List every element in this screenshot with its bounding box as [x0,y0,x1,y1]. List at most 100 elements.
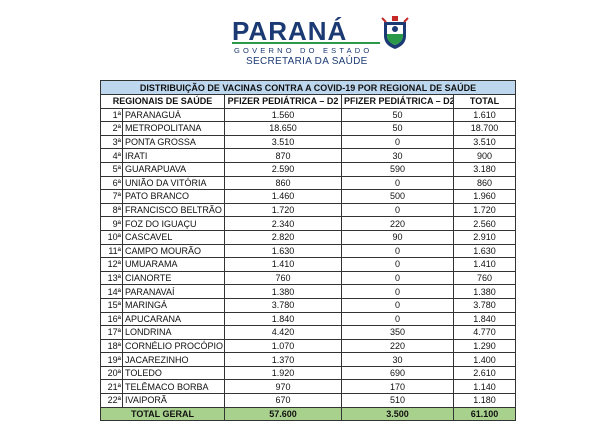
total-row: TOTAL GERAL 57.600 3.500 61.100 [100,406,517,421]
total-d1: 57.600 [224,406,342,421]
table-row: 11ª CAMPO MOURÃO 1.630 0 1.630 [100,243,517,259]
pfizer-d2-value: 90 [341,229,454,245]
pfizer-d2-value: 0 [341,270,454,286]
total-label: TOTAL GERAL [100,406,225,421]
row-total: 1.290 [452,338,517,354]
row-total: 1.630 [452,243,517,259]
row-number: 19ª [100,352,123,367]
row-total: 1.380 [452,284,517,299]
row-total: 1.960 [452,189,517,204]
pfizer-d1-value: 1.370 [224,352,342,367]
row-total: 1.400 [452,352,517,367]
table-row: 9ª FOZ DO IGUAÇU 2.340 220 2.560 [100,216,517,231]
row-number: 3ª [100,134,123,150]
pfizer-d1-value: 3.510 [224,134,342,150]
row-total: 760 [452,270,517,286]
region-name: METROPOLITANA [122,121,225,136]
table-row: 12ª UMUARAMA 1.410 0 1.410 [100,257,517,272]
row-total: 860 [452,175,517,191]
row-number: 14ª [100,284,123,299]
column-header-total: TOTAL [452,94,517,109]
pfizer-d2-value: 590 [341,161,454,177]
brand-underline [232,42,380,44]
row-number: 20ª [100,365,123,381]
pfizer-d2-value: 690 [341,365,454,381]
pfizer-d2-value: 0 [341,297,454,313]
region-name: LONDRINA [122,325,225,340]
column-header-region: REGIONAIS DE SAÚDE [100,94,225,109]
row-number: 9ª [100,216,123,231]
pfizer-d2-value: 0 [341,243,454,259]
vaccine-distribution-table: DISTRIBUIÇÃO DE VACINAS CONTRA A COVID-1… [99,80,517,421]
pfizer-d2-value: 0 [341,202,454,218]
pfizer-d1-value: 670 [224,393,342,408]
row-total: 1.180 [452,393,517,408]
row-number: 10ª [100,229,123,245]
pfizer-d1-value: 1.460 [224,189,342,204]
table-row: 14ª PARANAVAÍ 1.380 0 1.380 [100,284,517,299]
row-number: 12ª [100,257,123,272]
table-row: 5ª GUARAPUAVA 2.590 590 3.180 [100,161,517,177]
pfizer-d1-value: 1.410 [224,257,342,272]
row-number: 15ª [100,297,123,313]
row-total: 900 [452,148,517,163]
row-total: 4.770 [452,325,517,340]
region-name: CAMPO MOURÃO [122,243,225,259]
table-row: 22ª IVAIPORÃ 670 510 1.180 [100,393,517,408]
column-header-pfizer-1: PFIZER PEDIÁTRICA – D2 [224,94,342,109]
pfizer-d2-value: 30 [341,148,454,163]
row-number: 11ª [100,243,123,259]
pfizer-d2-value: 170 [341,379,454,395]
row-number: 7ª [100,189,123,204]
row-total: 18.700 [452,121,517,136]
table-row: 6ª UNIÃO DA VITÓRIA 860 0 860 [100,175,517,191]
row-total: 1.840 [452,311,517,327]
brand-department: SECRETARIA DA SAÚDE [246,56,368,67]
row-total: 3.780 [452,297,517,313]
region-name: TOLEDO [122,365,225,381]
pfizer-d1-value: 2.590 [224,161,342,177]
table-row: 19ª JACAREZINHO 1.370 30 1.400 [100,352,517,367]
table-row: 4ª IRATI 870 30 900 [100,148,517,163]
region-name: PARANAGUÁ [122,107,225,123]
pfizer-d1-value: 860 [224,175,342,191]
row-number: 22ª [100,393,123,408]
header-logo: PARANÁ GOVERNO DO ESTADO SECRETARIA DA S… [232,14,422,70]
pfizer-d1-value: 870 [224,148,342,163]
row-total: 1.140 [452,379,517,395]
table-row: 18ª CORNÉLIO PROCÓPIO 1.070 220 1.290 [100,338,517,354]
region-name: IVAIPORÃ [122,393,225,408]
row-number: 16ª [100,311,123,327]
table-row: 7ª PATO BRANCO 1.460 500 1.960 [100,189,517,204]
row-number: 18ª [100,338,123,354]
region-name: CORNÉLIO PROCÓPIO [122,338,225,354]
brand-subtitle: GOVERNO DO ESTADO [234,46,373,55]
region-name: UMUARAMA [122,257,225,272]
row-number: 4ª [100,148,123,163]
pfizer-d2-value: 50 [341,107,454,123]
pfizer-d1-value: 760 [224,270,342,286]
table-row: 10ª CASCAVEL 2.820 90 2.910 [100,229,517,245]
region-name: CASCAVEL [122,229,225,245]
pfizer-d2-value: 220 [341,338,454,354]
row-number: 6ª [100,175,123,191]
region-name: JACAREZINHO [122,352,225,367]
column-header-pfizer-2: PFIZER PEDIÁTRICA – D2 [341,94,454,109]
row-number: 5ª [100,161,123,177]
pfizer-d2-value: 510 [341,393,454,408]
row-number: 1ª [100,107,123,123]
table-row: 17ª LONDRINA 4.420 350 4.770 [100,325,517,340]
row-total: 1.410 [452,257,517,272]
region-name: CIANORTE [122,270,225,286]
row-total: 2.560 [452,216,517,231]
pfizer-d1-value: 1.720 [224,202,342,218]
row-number: 21ª [100,379,123,395]
region-name: PONTA GROSSA [122,134,225,150]
pfizer-d1-value: 2.820 [224,229,342,245]
pfizer-d1-value: 1.380 [224,284,342,299]
region-name: FOZ DO IGUAÇU [122,216,225,231]
region-name: PATO BRANCO [122,189,225,204]
region-name: IRATI [122,148,225,163]
pfizer-d1-value: 1.920 [224,365,342,381]
brand-wordmark: PARANÁ [232,16,348,46]
